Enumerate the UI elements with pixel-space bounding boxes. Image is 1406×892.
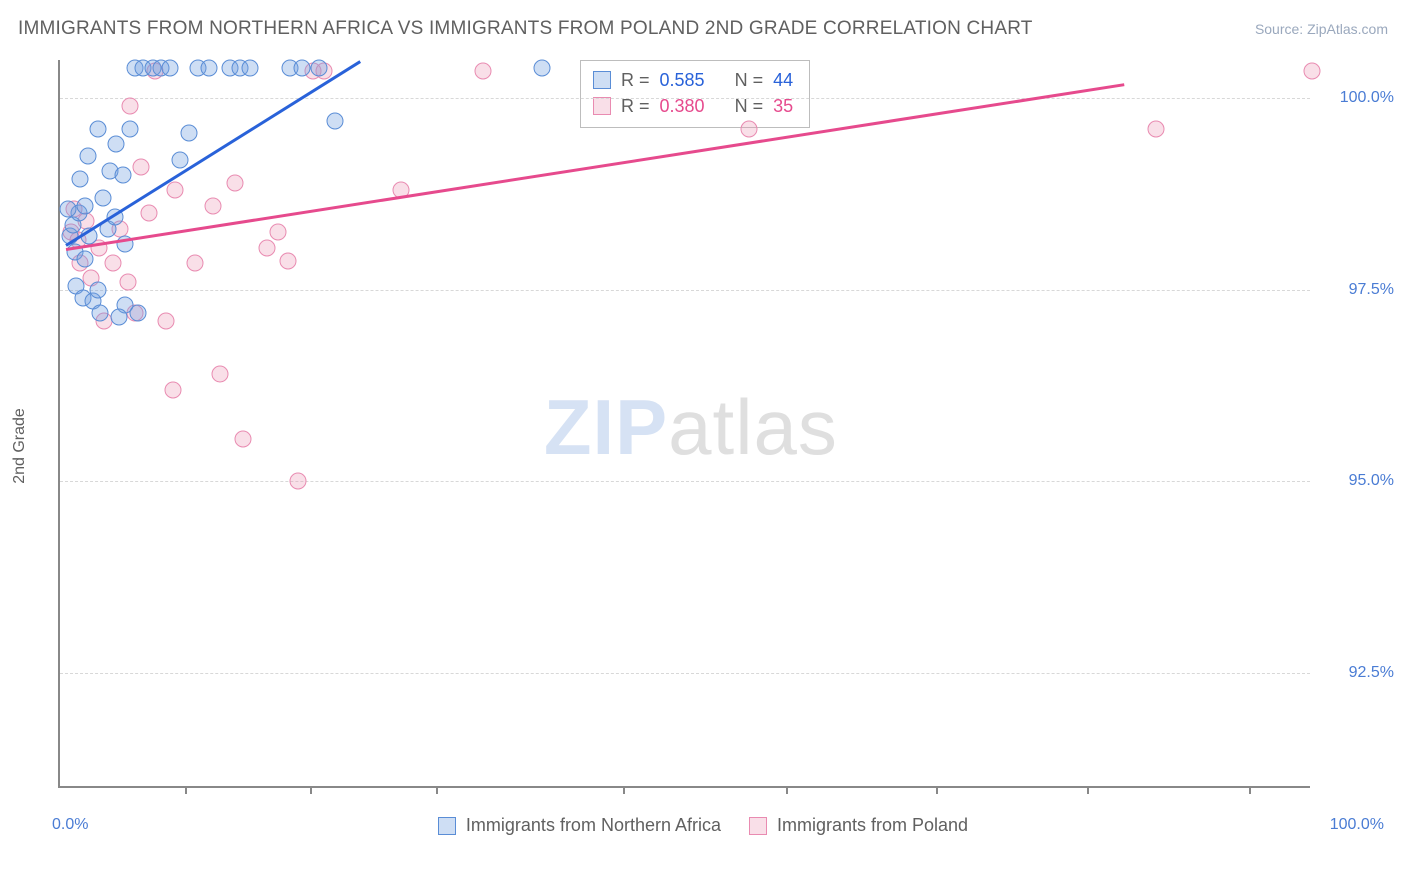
- data-point-series-a: [293, 59, 310, 76]
- data-point-series-b: [158, 312, 175, 329]
- data-point-series-b: [104, 255, 121, 272]
- x-tick: [786, 786, 788, 794]
- data-point-series-a: [327, 113, 344, 130]
- plot-area: ZIPatlas R = 0.585 N = 44 R = 0.380 N = …: [58, 60, 1310, 788]
- stat-r-value-a: 0.585: [660, 67, 705, 93]
- stat-r-label: R =: [621, 67, 650, 93]
- y-tick-label: 100.0%: [1322, 89, 1394, 107]
- gridline: [60, 481, 1310, 482]
- data-point-series-b: [133, 159, 150, 176]
- chart-title: IMMIGRANTS FROM NORTHERN AFRICA VS IMMIG…: [18, 18, 1033, 40]
- data-point-series-a: [122, 120, 139, 137]
- legend-swatch-b-icon: [593, 97, 611, 115]
- bottom-legend: Immigrants from Northern Africa Immigran…: [0, 815, 1406, 836]
- legend-item-b: Immigrants from Poland: [749, 815, 968, 836]
- legend-swatch-a-icon: [593, 71, 611, 89]
- data-point-series-a: [89, 120, 106, 137]
- stats-row-series-b: R = 0.380 N = 35: [593, 93, 793, 119]
- data-point-series-b: [1304, 63, 1321, 80]
- watermark: ZIPatlas: [544, 382, 838, 473]
- data-point-series-a: [180, 124, 197, 141]
- legend-label-b: Immigrants from Poland: [777, 815, 968, 836]
- data-point-series-b: [204, 197, 221, 214]
- source-label: Source:: [1255, 21, 1303, 37]
- source-link[interactable]: ZipAtlas.com: [1307, 21, 1388, 37]
- legend-swatch-b-icon: [749, 817, 767, 835]
- data-point-series-a: [534, 59, 551, 76]
- y-tick-label: 97.5%: [1322, 281, 1394, 299]
- watermark-part1: ZIP: [544, 383, 668, 471]
- data-point-series-b: [258, 239, 275, 256]
- data-point-series-b: [119, 274, 136, 291]
- legend-item-a: Immigrants from Northern Africa: [438, 815, 721, 836]
- legend-label-a: Immigrants from Northern Africa: [466, 815, 721, 836]
- watermark-part2: atlas: [668, 383, 838, 471]
- data-point-series-b: [289, 473, 306, 490]
- stats-row-series-a: R = 0.585 N = 44: [593, 67, 793, 93]
- data-point-series-a: [79, 147, 96, 164]
- data-point-series-b: [212, 366, 229, 383]
- data-point-series-b: [269, 224, 286, 241]
- data-point-series-b: [140, 205, 157, 222]
- data-point-series-a: [311, 59, 328, 76]
- data-point-series-b: [740, 120, 757, 137]
- x-tick: [1087, 786, 1089, 794]
- data-point-series-b: [1147, 120, 1164, 137]
- legend-swatch-a-icon: [438, 817, 456, 835]
- data-point-series-a: [77, 197, 94, 214]
- gridline: [60, 290, 1310, 291]
- data-point-series-a: [72, 170, 89, 187]
- y-tick-label: 92.5%: [1322, 664, 1394, 682]
- data-point-series-a: [77, 251, 94, 268]
- data-point-series-a: [172, 151, 189, 168]
- data-point-series-a: [129, 304, 146, 321]
- stat-n-value-a: 44: [773, 67, 793, 93]
- data-point-series-a: [162, 59, 179, 76]
- data-point-series-a: [94, 189, 111, 206]
- x-tick: [623, 786, 625, 794]
- stat-n-label: N =: [735, 93, 764, 119]
- gridline: [60, 98, 1310, 99]
- x-tick: [436, 786, 438, 794]
- stat-n-label: N =: [735, 67, 764, 93]
- stat-n-value-b: 35: [773, 93, 793, 119]
- data-point-series-b: [164, 381, 181, 398]
- gridline: [60, 673, 1310, 674]
- data-point-series-a: [242, 59, 259, 76]
- data-point-series-a: [200, 59, 217, 76]
- x-tick: [185, 786, 187, 794]
- x-tick: [936, 786, 938, 794]
- data-point-series-b: [227, 174, 244, 191]
- y-axis-title: 2nd Grade: [11, 408, 29, 484]
- x-tick: [310, 786, 312, 794]
- data-point-series-a: [59, 201, 76, 218]
- data-point-series-a: [108, 136, 125, 153]
- x-tick: [1249, 786, 1251, 794]
- data-point-series-b: [234, 431, 251, 448]
- correlation-stats-box: R = 0.585 N = 44 R = 0.380 N = 35: [580, 60, 810, 128]
- data-point-series-b: [279, 252, 296, 269]
- data-point-series-a: [114, 166, 131, 183]
- stat-r-label: R =: [621, 93, 650, 119]
- trend-line-series-a: [65, 60, 361, 246]
- y-tick-label: 95.0%: [1322, 472, 1394, 490]
- data-point-series-a: [110, 308, 127, 325]
- data-point-series-a: [92, 304, 109, 321]
- data-point-series-b: [475, 63, 492, 80]
- stat-r-value-b: 0.380: [660, 93, 705, 119]
- data-point-series-a: [89, 281, 106, 298]
- source-attribution: Source: ZipAtlas.com: [1255, 21, 1388, 37]
- data-point-series-b: [187, 255, 204, 272]
- data-point-series-b: [122, 97, 139, 114]
- data-point-series-b: [167, 182, 184, 199]
